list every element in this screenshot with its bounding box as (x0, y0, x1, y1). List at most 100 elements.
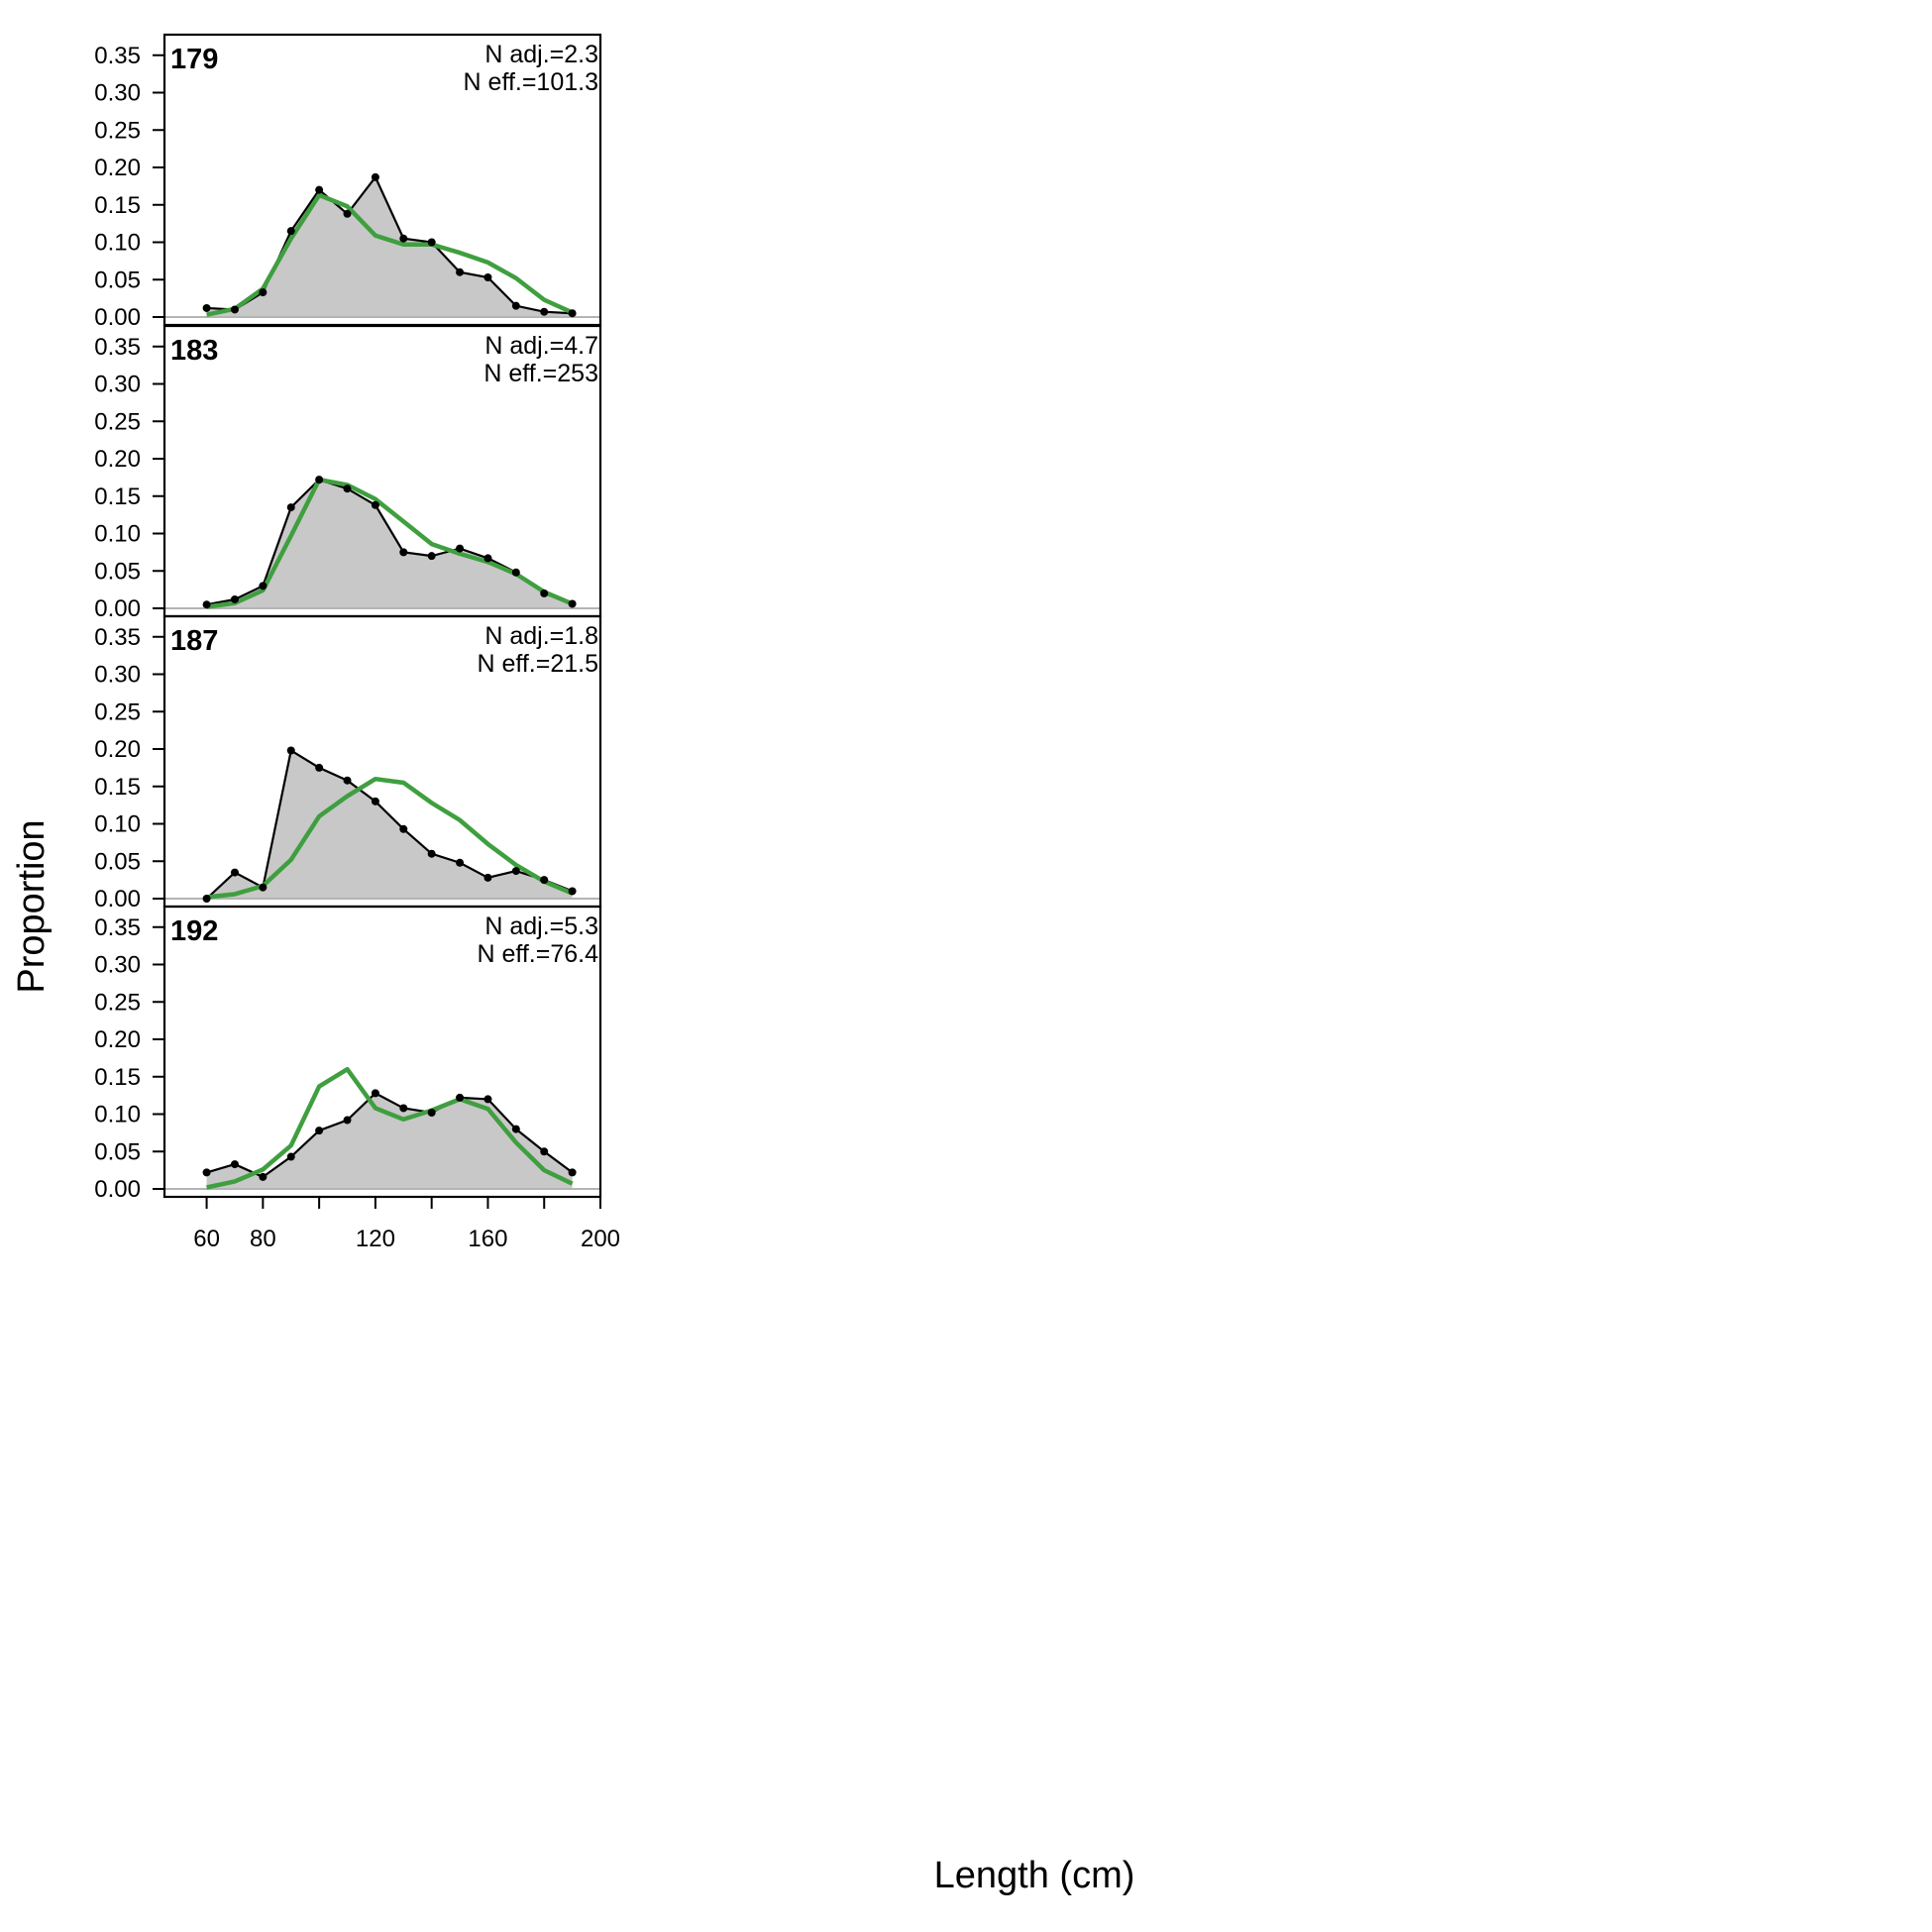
observed-point (315, 763, 324, 772)
observed-point (540, 589, 549, 597)
observed-point (483, 1095, 492, 1104)
y-tick-label: 0.35 (94, 624, 141, 651)
y-tick-label: 0.10 (94, 1102, 141, 1128)
panel-frame (162, 905, 602, 1199)
observed-point (371, 1089, 379, 1098)
n-eff-label: N eff.=101.3 (464, 68, 598, 96)
observed-point (483, 554, 492, 563)
panel-label: 187 (170, 625, 218, 657)
x-tick-label: 60 (193, 1226, 220, 1252)
observed-point (315, 1127, 324, 1135)
observed-point (343, 1116, 352, 1125)
y-tick-label: 0.35 (94, 334, 141, 361)
y-tick-label: 0.25 (94, 408, 141, 435)
y-tick-label: 0.05 (94, 1138, 141, 1165)
observed-point (230, 868, 239, 877)
observed-point (230, 594, 239, 603)
n-adj-label: N adj.=4.7 (484, 332, 598, 360)
observed-line (206, 1092, 574, 1179)
observed-point (202, 895, 211, 903)
panel-label: 192 (170, 915, 218, 947)
y-tick-label: 0.20 (94, 736, 141, 763)
y-tick-label: 0.10 (94, 521, 141, 548)
observed-point (399, 1104, 408, 1113)
observed-point (540, 876, 549, 885)
observed-point (568, 309, 577, 318)
observed-point (286, 227, 295, 236)
panel-179: 0.00 0.05 0.10 0.15 0.20 0.25 0.30 0.35 179 N adj… (94, 33, 602, 331)
observed-area (206, 750, 573, 899)
observed-point (427, 849, 436, 858)
y-tick-label: 0.30 (94, 80, 141, 107)
expected-line (206, 477, 574, 609)
y-tick-label: 0.00 (94, 886, 141, 912)
y-tick-label: 0.05 (94, 558, 141, 585)
y-tick-label: 0.00 (94, 304, 141, 331)
n-adj-label: N adj.=5.3 (484, 912, 598, 940)
observed-point (540, 1147, 549, 1156)
observed-point (259, 1172, 268, 1181)
observed-point (456, 544, 465, 553)
observed-point (483, 873, 492, 882)
observed-point (511, 867, 520, 876)
n-eff-label: N eff.=253 (483, 360, 598, 387)
panel-label: 179 (170, 44, 218, 75)
y-tick-label: 0.05 (94, 848, 141, 875)
observed-area (206, 480, 573, 608)
observed-point (568, 599, 577, 608)
y-tick-label: 0.20 (94, 155, 141, 181)
observed-point (399, 824, 408, 833)
y-tick-label: 0.00 (94, 1176, 141, 1203)
observed-point (427, 238, 436, 247)
y-tick-label: 0.05 (94, 267, 141, 293)
x-axis: 60 80 120 160 200 (193, 1197, 620, 1252)
observed-point (456, 858, 465, 867)
observed-point (202, 303, 211, 312)
n-adj-label: N adj.=1.8 (484, 622, 598, 650)
observed-point (202, 1168, 211, 1177)
y-tick-label: 0.15 (94, 192, 141, 219)
observed-point (202, 600, 211, 609)
observed-point (371, 797, 379, 805)
y-tick-label: 0.35 (94, 914, 141, 941)
y-tick-label: 0.25 (94, 117, 141, 144)
observed-point (315, 185, 324, 194)
observed-point (483, 272, 492, 281)
y-tick-label: 0.30 (94, 952, 141, 979)
observed-point (427, 552, 436, 561)
y-tick-label: 0.10 (94, 230, 141, 257)
x-tick-label: 120 (356, 1226, 395, 1252)
panel-183: 0.00 0.05 0.10 0.15 0.20 0.25 0.30 0.35 183 N adj… (94, 324, 602, 622)
y-tick-label: 0.30 (94, 662, 141, 689)
observed-point (259, 288, 268, 297)
n-eff-label: N eff.=76.4 (477, 940, 598, 968)
x-tick-label: 160 (468, 1226, 507, 1252)
observed-point (399, 234, 408, 243)
observed-point (343, 776, 352, 785)
y-tick-label: 0.30 (94, 372, 141, 398)
x-tick-label: 200 (581, 1226, 620, 1252)
observed-point (511, 301, 520, 310)
observed-line (205, 748, 574, 900)
observed-point (511, 1125, 520, 1133)
y-tick-label: 0.25 (94, 989, 141, 1016)
y-axis-title: Proportion (11, 819, 53, 993)
n-adj-label: N adj.=2.3 (484, 41, 598, 68)
observed-point (456, 1093, 465, 1102)
panel-187: 0.00 0.05 0.10 0.15 0.20 0.25 0.30 0.35 187 N adj… (94, 614, 602, 912)
y-tick-label: 0.25 (94, 698, 141, 725)
x-axis-title: Length (cm) (934, 1855, 1135, 1896)
observed-point (456, 268, 465, 276)
y-tick-label: 0.35 (94, 43, 141, 69)
observed-point (343, 209, 352, 218)
panel-192: 0.00 0.05 0.10 0.15 0.20 0.25 0.30 0.35 192 N adj… (94, 905, 602, 1203)
observed-point (315, 476, 324, 484)
observed-point (286, 1152, 295, 1161)
observed-point (399, 548, 408, 557)
y-tick-label: 0.15 (94, 774, 141, 801)
observed-point (259, 883, 268, 892)
observed-point (230, 1160, 239, 1169)
expected-line (206, 776, 574, 900)
y-tick-label: 0.00 (94, 595, 141, 622)
